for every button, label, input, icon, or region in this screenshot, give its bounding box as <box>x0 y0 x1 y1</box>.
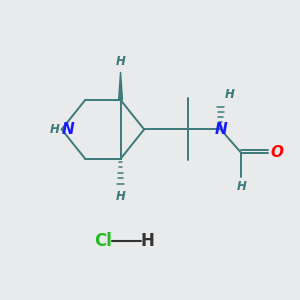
Text: H: H <box>236 180 246 193</box>
Text: Cl: Cl <box>94 232 112 250</box>
Text: N: N <box>214 122 227 137</box>
Text: N: N <box>62 122 74 137</box>
Text: H: H <box>140 232 154 250</box>
Text: H: H <box>225 88 235 101</box>
Text: O: O <box>271 146 284 160</box>
Text: H: H <box>50 123 59 136</box>
Text: H: H <box>116 56 125 68</box>
Polygon shape <box>118 72 122 100</box>
Text: H: H <box>116 190 125 203</box>
